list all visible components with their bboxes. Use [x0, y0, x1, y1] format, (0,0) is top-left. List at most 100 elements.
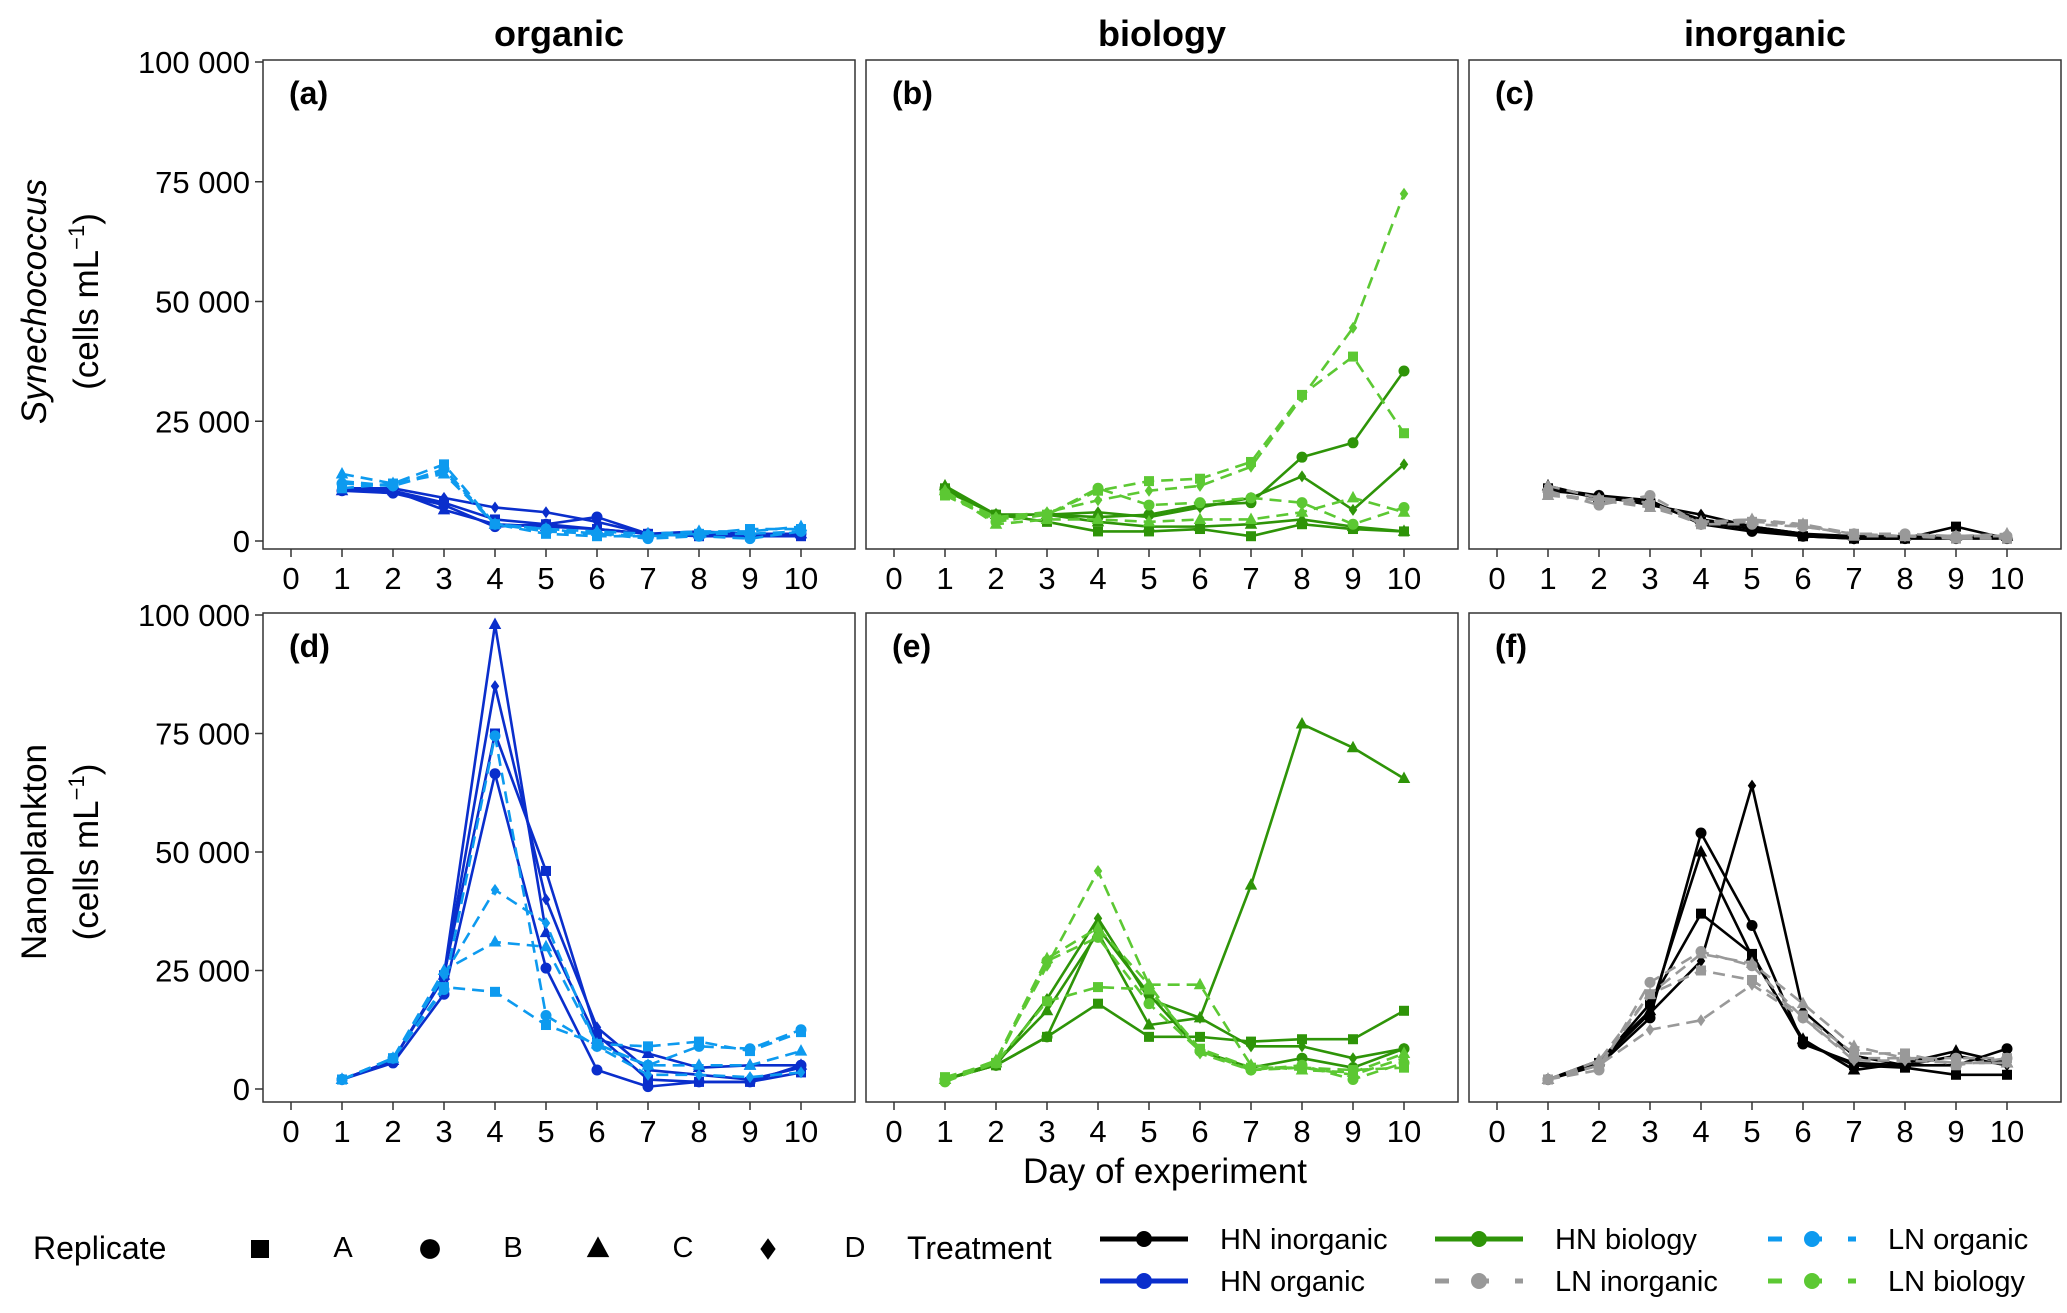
- legend-marker: [1804, 1231, 1820, 1247]
- panel-tag: (f): [1495, 628, 1527, 664]
- data-point: [1093, 526, 1103, 537]
- x-tick-label: 1: [936, 1114, 953, 1149]
- series-ln-organic-a: [337, 982, 806, 1085]
- x-tick-label: 6: [1191, 561, 1208, 596]
- data-point: [1144, 526, 1154, 537]
- x-tick-label: 2: [1590, 561, 1607, 596]
- x-tick-label: 5: [1743, 561, 1760, 596]
- data-point: [1645, 500, 1655, 511]
- data-point: [1093, 998, 1103, 1009]
- data-point: [643, 531, 653, 542]
- data-point: [1643, 1003, 1657, 1016]
- legend-label: LN organic: [1888, 1224, 2028, 1256]
- data-point: [1645, 1023, 1655, 1036]
- x-tick-label: 4: [1692, 561, 1709, 596]
- data-point: [1645, 998, 1655, 1009]
- data-point: [796, 524, 806, 535]
- data-point: [1144, 984, 1154, 995]
- legend-replicate-label: D: [845, 1232, 866, 1264]
- x-tick-label: 1: [1539, 561, 1556, 596]
- data-point: [1900, 1048, 1910, 1059]
- legend-item-ln-inorganic: LN inorganic: [1435, 1266, 1718, 1298]
- data-point: [1746, 960, 1758, 972]
- data-point: [1798, 531, 1808, 542]
- series-line: [1547, 950, 2007, 1081]
- panel-border: [865, 612, 1459, 1103]
- data-point: [991, 514, 1001, 525]
- data-point: [1696, 908, 1706, 919]
- data-point: [488, 617, 502, 629]
- x-tick-label: 3: [435, 1114, 452, 1149]
- series-ln-inorganic-a: [1543, 488, 2012, 544]
- data-point: [1696, 519, 1706, 530]
- series-line: [1547, 983, 2007, 1081]
- data-point: [1348, 351, 1358, 362]
- series-ln-biology-a: [940, 982, 1409, 1083]
- data-point: [1297, 1034, 1307, 1045]
- series-line: [341, 467, 802, 540]
- data-point: [489, 768, 501, 780]
- x-tick-label: 1: [936, 561, 953, 596]
- x-tick-label: 5: [1140, 1114, 1157, 1149]
- data-point: [1042, 1031, 1052, 1042]
- data-point: [796, 1066, 806, 1079]
- data-point: [337, 483, 347, 494]
- strip-title-organic: organic: [494, 13, 624, 54]
- x-tick-label: 8: [690, 561, 707, 596]
- unit-close: ): [67, 213, 106, 225]
- series-line: [341, 985, 802, 1081]
- data-point: [1143, 509, 1155, 521]
- series-ln-organic-a: [337, 459, 806, 542]
- legend-treatment-title: Treatment: [907, 1230, 1052, 1266]
- x-tick-label: 8: [690, 1114, 707, 1149]
- data-point: [488, 935, 502, 947]
- data-point: [539, 939, 553, 952]
- data-point: [745, 1071, 755, 1084]
- data-point: [490, 680, 500, 693]
- data-point: [1193, 1010, 1207, 1023]
- y-tick-label: 0: [233, 524, 250, 559]
- panel-e: (e) 0 1 2 3 4 5 6 7 8 9 10: [865, 612, 1459, 1149]
- data-point: [592, 531, 602, 542]
- data-point: [1951, 1069, 1961, 1080]
- data-point: [1295, 505, 1309, 517]
- data-point: [940, 1072, 950, 1083]
- x-tick-label: 7: [1845, 1114, 1862, 1149]
- x-axis-title: Day of experiment: [1023, 1152, 1307, 1191]
- x-tick-label: 5: [1140, 561, 1157, 596]
- data-point: [1796, 996, 1810, 1009]
- data-point: [1093, 864, 1103, 877]
- y-axis-unit-0: (cells mL−1): [64, 213, 106, 390]
- x-tick-label: 7: [1242, 561, 1259, 596]
- legend-label: HN organic: [1220, 1266, 1365, 1298]
- data-point: [541, 528, 551, 539]
- x-tick-label: 4: [1692, 1114, 1709, 1149]
- x-tick-label: 10: [1990, 561, 2024, 596]
- data-point: [1594, 1060, 1604, 1071]
- data-point: [591, 511, 603, 523]
- data-point: [794, 1044, 808, 1056]
- data-point: [540, 1010, 552, 1022]
- x-tick-label: 8: [1896, 561, 1913, 596]
- data-point: [940, 490, 950, 501]
- data-point: [1849, 528, 1859, 539]
- x-tick-label: 3: [1641, 561, 1658, 596]
- panel-tag: (c): [1495, 75, 1534, 111]
- x-tick-label: 8: [1293, 561, 1310, 596]
- data-point: [745, 524, 755, 535]
- panel-a: (a) 0 1 2 3 4 5 6 7 8 9 10: [262, 59, 856, 596]
- y-axis-title-0: Synechococcus: [15, 179, 54, 424]
- series-line: [944, 917, 1405, 1081]
- x-tick-label: 10: [1387, 1114, 1421, 1149]
- data-point: [1798, 1036, 1808, 1047]
- data-point: [1949, 1044, 1963, 1056]
- data-point: [1194, 497, 1206, 509]
- legend-shape-square: [251, 1240, 269, 1258]
- panel-tag: (b): [892, 75, 933, 111]
- x-tick-label: 1: [1539, 1114, 1556, 1149]
- x-tick-label: 0: [1488, 561, 1505, 596]
- x-tick-label: 3: [1038, 561, 1055, 596]
- panel-border: [262, 612, 856, 1103]
- data-point: [1246, 456, 1256, 467]
- legend-item-ln-biology: LN biology: [1768, 1266, 2026, 1298]
